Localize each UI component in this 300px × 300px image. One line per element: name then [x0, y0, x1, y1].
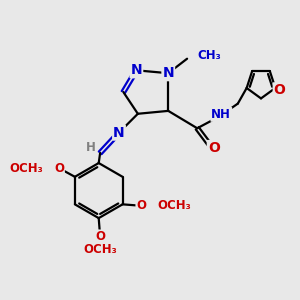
Text: O: O: [54, 162, 64, 175]
Text: O: O: [136, 199, 146, 212]
Text: NH: NH: [212, 108, 231, 121]
Text: O: O: [95, 230, 105, 243]
Text: N: N: [113, 126, 125, 140]
Text: H: H: [86, 141, 96, 154]
Text: OCH₃: OCH₃: [83, 243, 117, 256]
Text: O: O: [274, 83, 286, 97]
Text: OCH₃: OCH₃: [9, 162, 43, 175]
Text: N: N: [163, 66, 174, 80]
Text: O: O: [208, 141, 220, 155]
Text: N: N: [130, 63, 142, 77]
Text: CH₃: CH₃: [197, 49, 221, 62]
Text: OCH₃: OCH₃: [157, 199, 191, 212]
